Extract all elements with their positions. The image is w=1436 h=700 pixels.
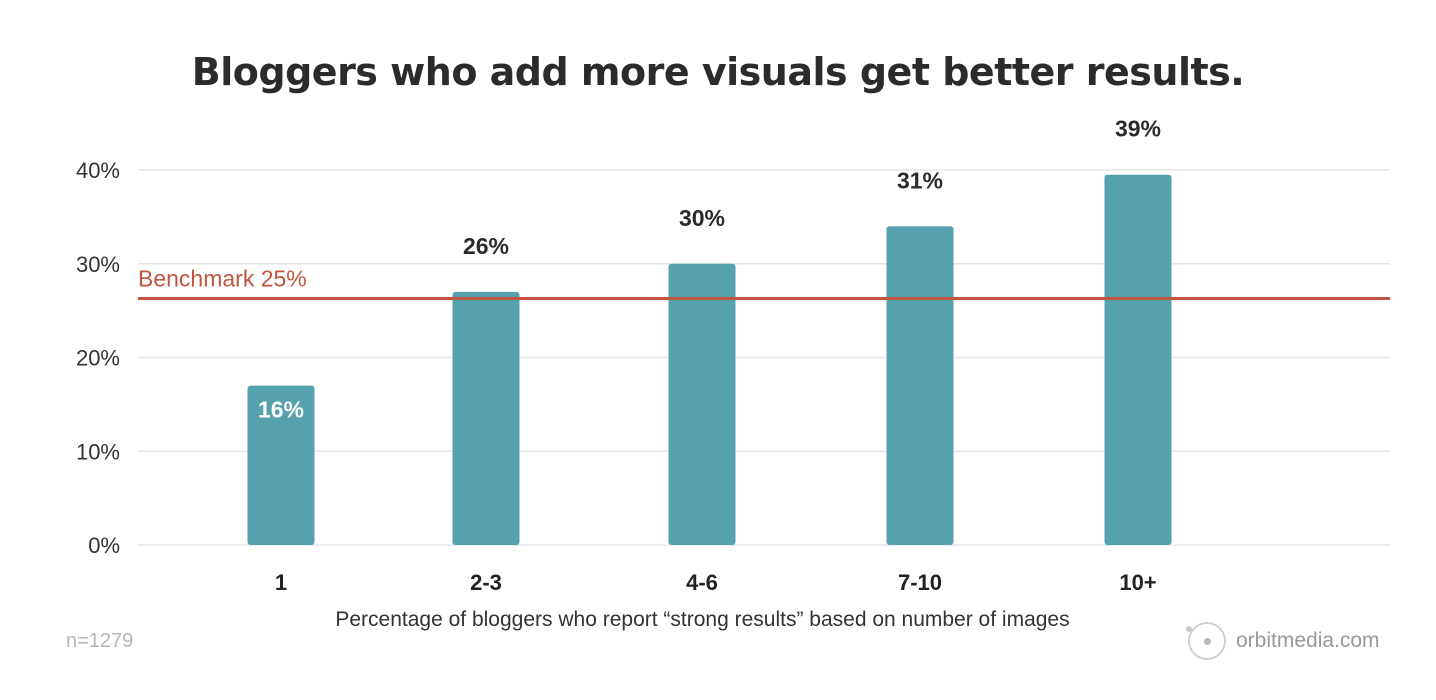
bars <box>247 174 1172 545</box>
data-label: 31% <box>897 167 943 193</box>
y-tick-label: 20% <box>76 346 120 371</box>
brand-text: orbitmedia.com <box>1236 629 1380 652</box>
y-tick-label: 30% <box>76 252 120 277</box>
benchmark: Benchmark 25% <box>138 265 1390 300</box>
x-tick-label: 2-3 <box>470 570 502 595</box>
data-label: 26% <box>463 233 509 259</box>
x-axis-ticks: 1 2-3 4-6 7-10 10+ <box>275 570 1157 595</box>
orbit-circle-icon <box>1186 622 1226 660</box>
data-label: 16% <box>258 397 304 423</box>
benchmark-label: Benchmark 25% <box>138 265 307 291</box>
y-tick-label: 0% <box>88 533 120 558</box>
data-label: 30% <box>679 205 725 231</box>
data-label: 39% <box>1115 116 1161 142</box>
brand: orbitmedia.com <box>1186 618 1380 664</box>
bar <box>1104 174 1172 545</box>
chart-title: Bloggers who add more visuals get better… <box>191 50 1245 94</box>
bar <box>452 291 520 545</box>
x-tick-label: 7-10 <box>898 570 942 595</box>
x-axis-label: Percentage of bloggers who report “stron… <box>335 608 1070 631</box>
data-labels: 16% 26% 30% 31% 39% <box>258 116 1161 423</box>
y-tick-label: 40% <box>76 158 120 183</box>
y-axis-ticks: 0% 10% 20% 30% 40% <box>76 158 120 558</box>
x-tick-label: 10+ <box>1119 570 1156 595</box>
bar <box>886 226 954 545</box>
x-tick-label: 4-6 <box>686 570 718 595</box>
bar <box>247 385 315 545</box>
bar <box>668 263 736 545</box>
grid-lines <box>138 169 1390 546</box>
sample-size-note: n=1279 <box>66 630 134 652</box>
x-tick-label: 1 <box>275 570 287 595</box>
y-tick-label: 10% <box>76 439 120 464</box>
